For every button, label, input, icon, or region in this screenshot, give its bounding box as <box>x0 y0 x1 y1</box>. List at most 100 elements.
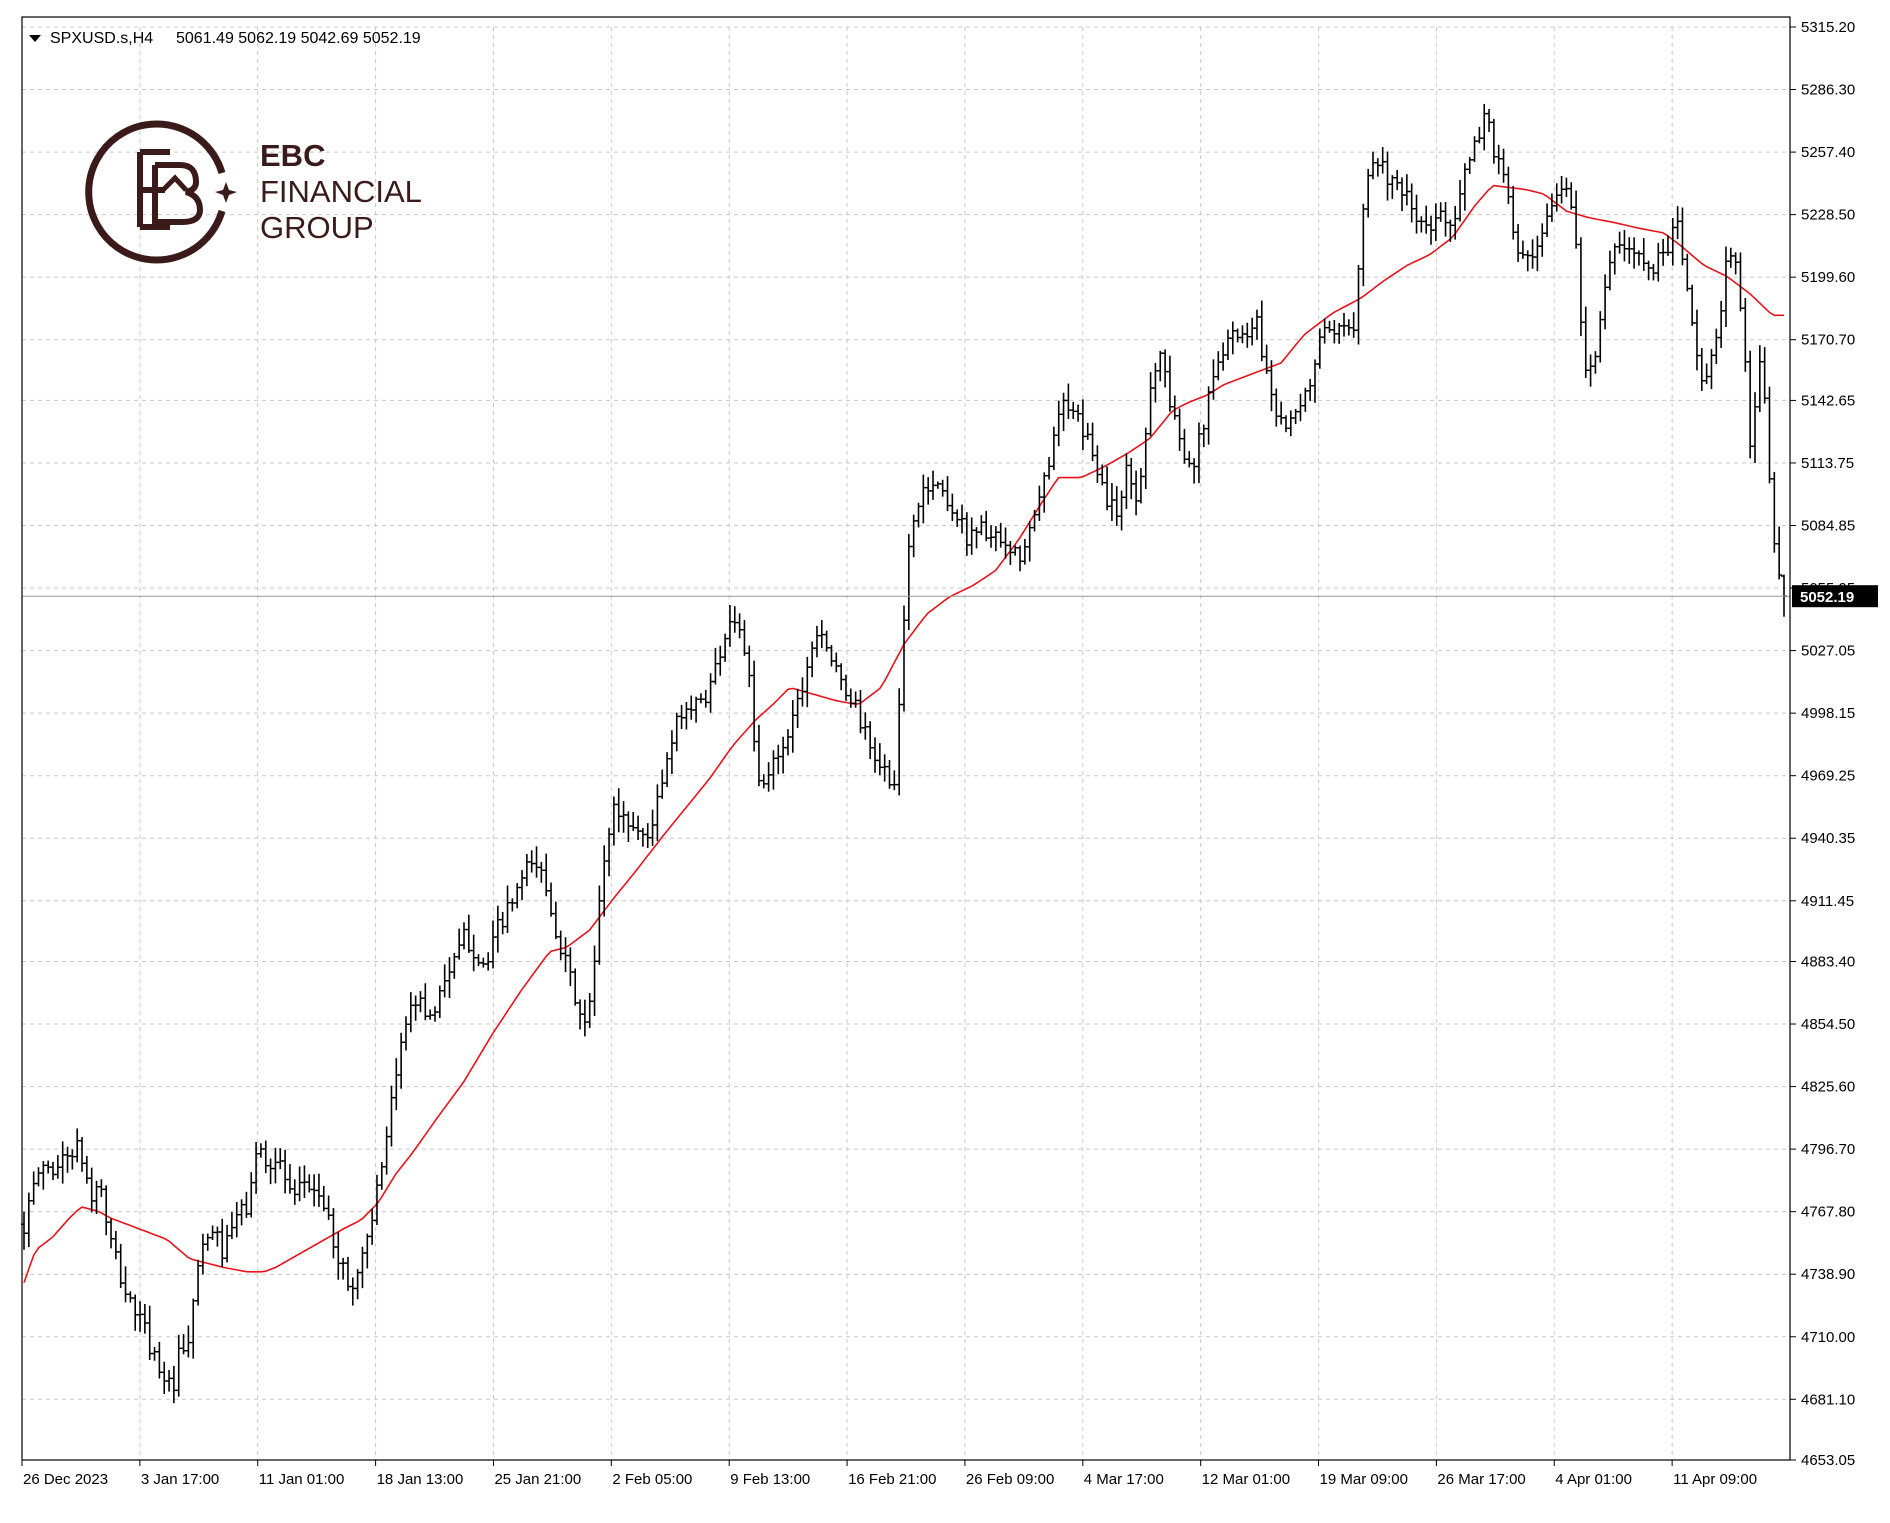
ohlc-bar <box>538 861 545 883</box>
brand-line-3: GROUP <box>260 210 374 245</box>
ohlc-bar <box>1602 274 1609 330</box>
x-tick-label: 2 Feb 05:00 <box>612 1471 692 1488</box>
ohlc-bar <box>1157 350 1164 382</box>
triangle-down-icon[interactable] <box>29 35 41 42</box>
ohlc-bar <box>1481 103 1488 151</box>
ohlc-bar <box>1563 177 1570 198</box>
y-tick-label: 4854.50 <box>1801 1016 1855 1033</box>
ohlc-bar <box>1307 378 1314 401</box>
time-axis[interactable]: 26 Dec 2023 3 Jan 17:00 11 Jan 01:00 18 Jan… <box>21 1460 1757 1488</box>
ohlc-bar <box>1452 205 1459 240</box>
ohlc-bar <box>1606 250 1613 291</box>
ohlc-bar <box>79 1137 86 1172</box>
ohlc-bar <box>1423 205 1430 234</box>
ohlc-bar <box>857 689 864 734</box>
ohlc-bar <box>1370 151 1377 180</box>
ohlc-bar <box>1539 223 1546 257</box>
ohlc-bar <box>751 660 758 752</box>
ohlc-bar <box>775 744 782 775</box>
ohlc-bar <box>838 663 845 691</box>
ohlc-bar <box>103 1185 110 1236</box>
ohlc-bar <box>1311 359 1318 403</box>
ohlc-bar <box>156 1341 163 1379</box>
ohlc-bar <box>470 934 477 972</box>
ohlc-bar <box>871 737 878 773</box>
ohlc-bar <box>1360 203 1367 287</box>
price-axis[interactable]: 5315.20 5286.30 5257.40 5228.50 5199.60 5170.… <box>1790 19 1855 1469</box>
ohlc-bar <box>992 526 999 552</box>
ohlc-bar <box>683 702 690 730</box>
ohlc-bar <box>257 1143 264 1158</box>
ohlc-bar <box>1442 202 1449 237</box>
ohlc-bar <box>1278 401 1285 425</box>
ohlc-bar <box>519 870 526 900</box>
y-tick-label: 4998.15 <box>1801 705 1855 722</box>
ohlc-bar <box>755 724 762 787</box>
ohlc-bar <box>1457 180 1464 222</box>
ohlc-bar <box>973 527 980 549</box>
ohlc-readout: 5061.49 5062.19 5042.69 5052.19 <box>176 30 421 47</box>
ohlc-bar <box>315 1173 322 1207</box>
ohlc-bar <box>412 995 419 1021</box>
ohlc-bar <box>997 522 1004 548</box>
x-tick-label: 25 Jan 21:00 <box>494 1471 581 1488</box>
y-tick-label: 4940.35 <box>1801 830 1855 847</box>
ohlc-bar <box>562 937 569 973</box>
ohlc-bar <box>688 695 695 720</box>
ohlc-bar <box>233 1201 240 1238</box>
ohlc-bar <box>166 1370 173 1392</box>
ohlc-bar <box>340 1257 347 1280</box>
ohlc-bar <box>1519 240 1526 259</box>
ohlc-bar <box>417 991 424 1013</box>
ohlc-bar <box>1781 574 1787 617</box>
ohlc-bar <box>291 1179 298 1205</box>
ohlc-bar <box>804 656 811 708</box>
ohlc-bar <box>1234 328 1241 343</box>
ohlc-bar <box>988 525 995 548</box>
ohlc-bar <box>1079 399 1086 451</box>
ohlc-bar <box>1592 351 1599 374</box>
ohlc-bar <box>354 1269 361 1300</box>
ohlc-bar <box>1476 126 1483 144</box>
ohlc-bar <box>1568 182 1575 210</box>
last-price-tag: 5052.19 <box>1792 585 1878 608</box>
ohlc-bar <box>673 712 680 752</box>
ohlc-bar <box>862 712 869 740</box>
ohlc-bar <box>1722 246 1729 328</box>
ohlc-bar <box>1684 253 1691 292</box>
ohlc-bar <box>702 689 709 708</box>
ohlc-bar <box>1756 345 1763 413</box>
ohlc-bar <box>30 1171 37 1205</box>
y-tick-label: 4883.40 <box>1801 953 1855 970</box>
ohlc-bar <box>949 493 956 521</box>
ebc-monogram-logo <box>85 120 226 264</box>
ohlc-bar <box>1626 237 1633 264</box>
ohlc-bar <box>1142 427 1149 489</box>
ohlc-bar <box>175 1334 182 1397</box>
ohlc-bar <box>1379 147 1386 174</box>
ohlc-bar <box>1104 466 1111 511</box>
ohlc-bar <box>88 1167 95 1213</box>
ohlc-bar <box>1403 174 1410 206</box>
ohlc-bar <box>765 762 772 792</box>
ohlc-bar <box>934 481 941 489</box>
ohlc-bar <box>789 700 796 753</box>
ohlc-bar <box>1703 363 1710 385</box>
ohlc-bar <box>50 1161 57 1181</box>
chart-header[interactable]: SPXUSD.s,H4 5061.49 5062.19 5042.69 5052… <box>29 30 421 47</box>
ohlc-bar <box>1500 148 1507 183</box>
ohlc-bar <box>567 947 574 987</box>
ohlc-bar <box>1326 320 1333 333</box>
x-tick-label: 26 Dec 2023 <box>23 1471 108 1488</box>
x-tick-label: 19 Mar 09:00 <box>1320 1471 1408 1488</box>
ohlc-bar <box>248 1172 255 1218</box>
ohlc-bar <box>422 983 429 1021</box>
ohlc-bar <box>1524 250 1531 272</box>
ohlc-bar <box>1282 415 1289 433</box>
ohlc-bar <box>746 645 753 688</box>
ohlc-bar <box>1611 243 1618 275</box>
ohlc-bar <box>59 1141 66 1184</box>
y-tick-label: 4710.00 <box>1801 1329 1855 1346</box>
